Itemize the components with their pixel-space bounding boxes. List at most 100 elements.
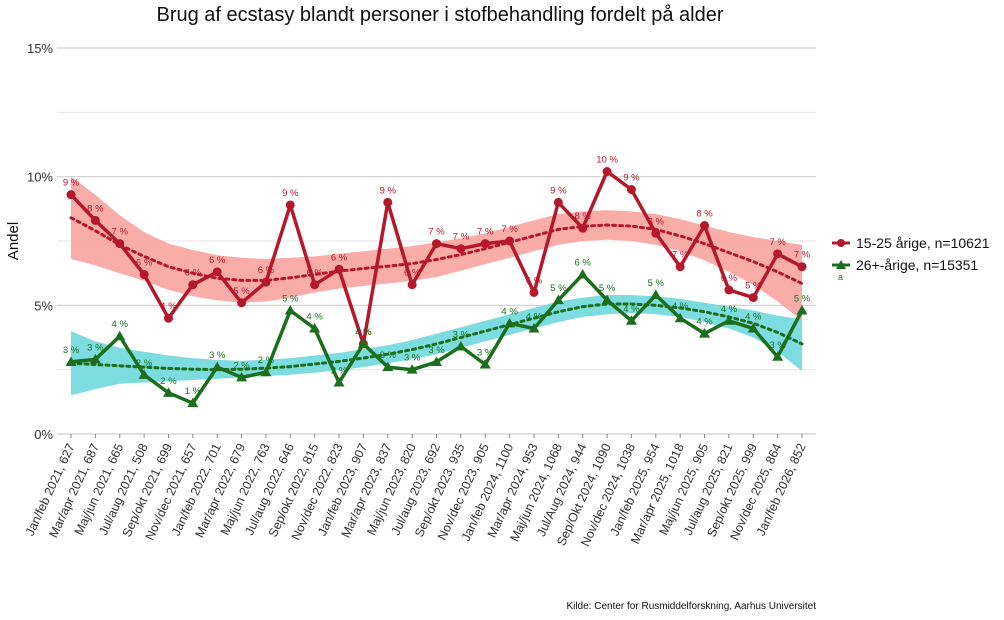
data-label-adult: 3 % [380,350,397,361]
data-point-adult[interactable] [625,315,637,325]
data-label-adult: 4 % [696,317,713,328]
data-label-young: 8 % [648,216,665,227]
data-point-adult[interactable] [357,338,369,348]
data-point-adult[interactable] [236,371,248,382]
legend-key-adult [832,260,850,269]
data-point-young[interactable] [310,280,320,290]
data-point-adult[interactable] [89,353,101,364]
data-point-young[interactable] [626,185,636,195]
data-point-young[interactable] [456,244,466,254]
legend-key-young [832,239,850,247]
data-point-young[interactable] [675,262,685,272]
data-point-young[interactable] [602,167,612,177]
data-label-young: 6 % [306,268,323,279]
data-point-young[interactable] [188,280,198,290]
data-label-young: 5 % [745,281,762,292]
data-point-young[interactable] [748,293,758,303]
data-label-adult: 4 % [745,311,762,322]
data-label-young: 7 % [672,250,689,261]
data-point-adult[interactable] [723,315,735,325]
data-point-adult[interactable] [187,397,199,408]
data-point-young[interactable] [505,236,515,246]
data-label-young: 9 % [282,188,299,199]
data-point-adult[interactable] [406,364,418,374]
data-point-young[interactable] [773,249,783,259]
data-point-young[interactable] [529,287,539,297]
data-point-adult[interactable] [260,366,272,377]
data-point-adult[interactable] [479,359,491,369]
data-point-young[interactable] [797,262,807,272]
data-label-adult: 4 % [526,311,543,322]
data-label-adult: 4 % [672,301,689,312]
data-point-adult[interactable] [65,356,77,366]
data-point-young[interactable] [334,264,344,274]
data-point-young[interactable] [700,221,710,231]
data-label-adult: 2 % [233,360,250,371]
trend-line-young [69,216,804,285]
data-point-adult[interactable] [650,289,662,300]
data-point-adult[interactable] [528,322,540,333]
data-label-adult: 4 % [355,327,372,338]
data-label-young: 6 % [185,268,202,279]
data-label-young: 6 % [331,252,348,263]
data-point-adult[interactable] [552,294,564,305]
data-point-adult[interactable] [577,268,589,279]
data-point-young[interactable] [724,285,734,295]
data-point-adult[interactable] [747,322,759,333]
data-label-young: 6 % [404,268,421,279]
data-label-young: 7 % [501,224,518,235]
data-label-adult: 6 % [575,257,592,268]
data-point-young[interactable] [553,197,563,207]
data-point-adult[interactable] [772,351,784,361]
data-point-adult[interactable] [674,312,686,323]
data-point-young[interactable] [261,277,271,287]
data-label-young: 4 % [160,301,177,312]
legend-item-adult[interactable]: 26+-årige, n=15351 [832,254,990,276]
data-point-young[interactable] [237,298,247,308]
data-point-young[interactable] [432,239,441,249]
data-point-adult[interactable] [796,304,808,315]
data-point-adult[interactable] [601,294,613,305]
data-point-young[interactable] [407,280,417,290]
data-point-young[interactable] [651,228,661,238]
data-point-young[interactable] [480,239,490,249]
data-point-young[interactable] [66,190,76,200]
data-point-adult[interactable] [382,361,394,372]
data-point-adult[interactable] [455,341,467,351]
data-point-young[interactable] [139,269,149,279]
data-point-adult[interactable] [333,377,345,387]
data-point-young[interactable] [285,200,295,210]
data-point-young[interactable] [212,267,222,277]
data-point-young[interactable] [115,239,125,249]
data-label-adult: 3 % [769,340,786,351]
data-point-adult[interactable] [162,387,174,397]
y-tick-label: 15% [27,41,53,56]
data-point-young[interactable] [90,215,100,225]
data-label-adult: 4 % [501,306,518,317]
data-point-adult[interactable] [138,369,150,379]
data-label-adult: 2 % [136,358,153,369]
data-point-young[interactable] [383,197,393,207]
data-label-adult: 1 % [185,386,202,397]
data-label-young: 6 % [721,273,738,284]
data-point-young[interactable] [578,223,588,233]
data-point-adult[interactable] [211,361,223,372]
legend-label-adult: 26+-årige, n=15351 [856,257,979,273]
data-label-adult: 3 % [428,345,445,356]
data-point-adult[interactable] [699,328,711,338]
data-point-adult[interactable] [504,317,516,328]
data-point-adult[interactable] [284,304,296,315]
data-point-adult[interactable] [309,322,321,333]
data-point-adult[interactable] [114,330,126,341]
data-point-young[interactable] [163,313,173,323]
data-label-adult: 5 % [648,278,665,289]
data-label-adult: 4 % [112,319,129,330]
data-label-young: 8 % [696,209,713,220]
data-label-young: 5 % [233,286,250,297]
data-label-adult: 3 % [209,350,226,361]
legend-item-young[interactable]: 15-25 årige, n=10621 [832,232,990,254]
data-point-adult[interactable] [431,356,442,366]
data-label-adult: 2 % [258,355,275,366]
data-label-young: 6 % [209,255,226,266]
data-label-adult: 4 % [623,304,640,315]
